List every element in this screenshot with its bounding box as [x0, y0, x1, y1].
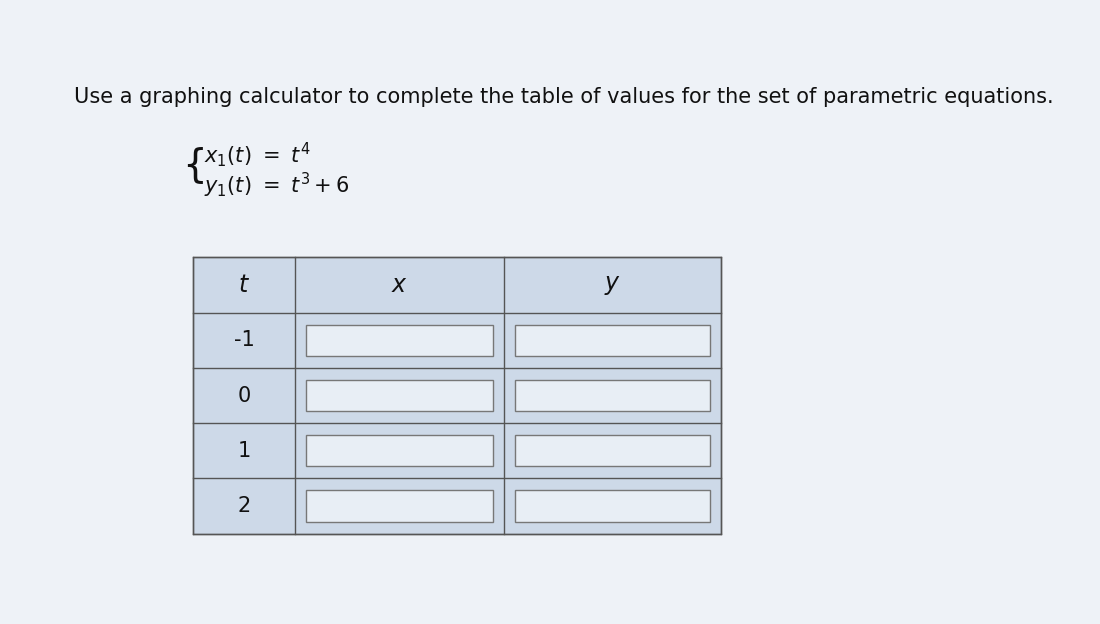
Text: $t$: $t$: [238, 273, 250, 297]
Bar: [306, 490, 493, 522]
Text: $x$: $x$: [392, 273, 408, 297]
Bar: [515, 436, 711, 467]
Bar: [515, 490, 711, 522]
Text: $x_1(t)\ =\ t^4$: $x_1(t)\ =\ t^4$: [204, 140, 310, 168]
Bar: [306, 380, 493, 411]
Bar: [515, 380, 711, 411]
Text: $y$: $y$: [604, 273, 622, 297]
Text: -1: -1: [233, 330, 254, 350]
Bar: [515, 324, 711, 356]
Text: 2: 2: [238, 496, 251, 516]
Text: 1: 1: [238, 441, 251, 461]
Bar: [192, 258, 722, 534]
Text: $y_1(t)\ =\ t^3 + 6$: $y_1(t)\ =\ t^3 + 6$: [204, 171, 350, 200]
Text: $\{$: $\{$: [182, 145, 204, 185]
Bar: [306, 324, 493, 356]
Text: 0: 0: [238, 386, 251, 406]
Text: Use a graphing calculator to complete the table of values for the set of paramet: Use a graphing calculator to complete th…: [74, 87, 1054, 107]
Bar: [306, 436, 493, 467]
